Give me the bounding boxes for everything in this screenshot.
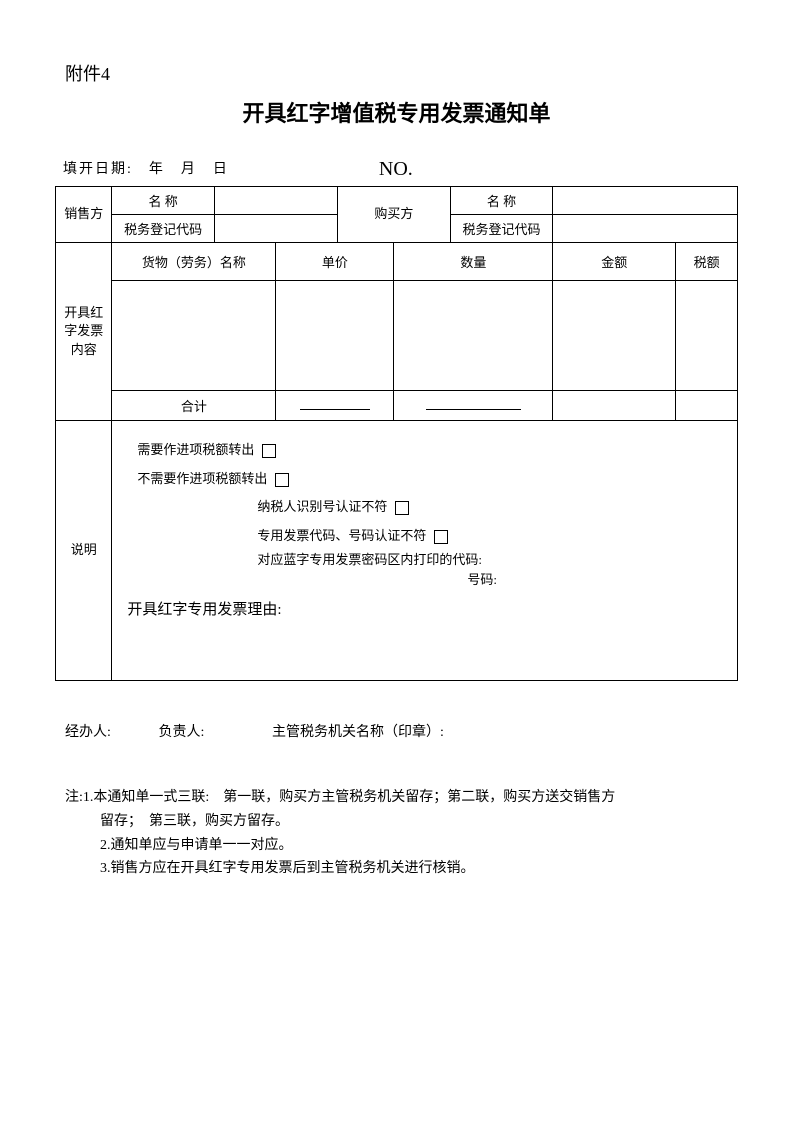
seller-taxcode-label: 税务登记代码 <box>112 215 215 243</box>
page-title: 开具红字增值税专用发票通知单 <box>55 96 738 128</box>
main-form-table: 销售方 名 称 购买方 名 称 税务登记代码 税务登记代码 开具红字发票内容 货… <box>55 186 738 681</box>
total-tax[interactable] <box>676 391 738 421</box>
seller-label: 销售方 <box>56 187 112 243</box>
opt1-text: 需要作进项税额转出 <box>137 442 254 457</box>
total-amount[interactable] <box>553 391 676 421</box>
total-label: 合计 <box>112 391 276 421</box>
total-unit-price <box>276 391 394 421</box>
buyer-taxcode-label: 税务登记代码 <box>450 215 553 243</box>
buyer-name-value[interactable] <box>553 187 738 215</box>
cell-amount[interactable] <box>553 281 676 391</box>
opt3-checkbox[interactable] <box>395 501 409 515</box>
blue-num-label: 号码: <box>467 572 497 587</box>
sig-responsible: 负责人: <box>159 721 269 741</box>
buyer-taxcode-value[interactable] <box>553 215 738 243</box>
col-goods: 货物（劳务）名称 <box>112 243 276 281</box>
header-row: 填开日期: 年 月 日 NO. <box>55 158 738 181</box>
no-label: NO. <box>379 158 413 181</box>
sig-authority: 主管税务机关名称（印章）: <box>272 721 444 741</box>
cell-goods[interactable] <box>112 281 276 391</box>
description-label: 说明 <box>56 421 112 681</box>
note-1b: 留存； 第三联，购买方留存。 <box>65 810 738 834</box>
seller-name-label: 名 称 <box>112 187 215 215</box>
opt1-checkbox[interactable] <box>262 444 276 458</box>
col-tax: 税额 <box>676 243 738 281</box>
reason-label: 开具红字专用发票理由: <box>127 594 722 627</box>
cell-unit-price[interactable] <box>276 281 394 391</box>
col-amount: 金额 <box>553 243 676 281</box>
opt3-text: 纳税人识别号认证不符 <box>257 499 387 514</box>
opt4-checkbox[interactable] <box>434 530 448 544</box>
fill-date-label: 填开日期: 年 月 日 <box>63 158 229 181</box>
note-1a: 注:1.本通知单一式三联: 第一联，购买方主管税务机关留存；第二联，购买方送交销… <box>65 786 738 810</box>
signature-row: 经办人: 负责人: 主管税务机关名称（印章）: <box>65 721 738 741</box>
cell-quantity[interactable] <box>394 281 553 391</box>
opt4-text: 专用发票代码、号码认证不符 <box>257 528 426 543</box>
description-cell: 需要作进项税额转出 不需要作进项税额转出 纳税人识别号认证不符 专用发票代码、号… <box>112 421 738 681</box>
buyer-name-label: 名 称 <box>450 187 553 215</box>
col-unit-price: 单价 <box>276 243 394 281</box>
total-quantity <box>394 391 553 421</box>
seller-taxcode-value[interactable] <box>214 215 337 243</box>
opt2-checkbox[interactable] <box>275 473 289 487</box>
notes-section: 注:1.本通知单一式三联: 第一联，购买方主管税务机关留存；第二联，购买方送交销… <box>55 786 738 881</box>
cell-tax[interactable] <box>676 281 738 391</box>
col-quantity: 数量 <box>394 243 553 281</box>
buyer-label: 购买方 <box>337 187 450 243</box>
content-section-label: 开具红字发票内容 <box>56 243 112 421</box>
blue-code-label: 对应蓝字专用发票密码区内打印的代码: <box>257 552 482 567</box>
note-2: 2.通知单应与申请单一一对应。 <box>65 834 738 858</box>
attachment-label: 附件4 <box>65 60 738 86</box>
note-3: 3.销售方应在开具红字专用发票后到主管税务机关进行核销。 <box>65 857 738 881</box>
opt2-text: 不需要作进项税额转出 <box>137 471 267 486</box>
sig-handler: 经办人: <box>65 721 155 741</box>
seller-name-value[interactable] <box>214 187 337 215</box>
